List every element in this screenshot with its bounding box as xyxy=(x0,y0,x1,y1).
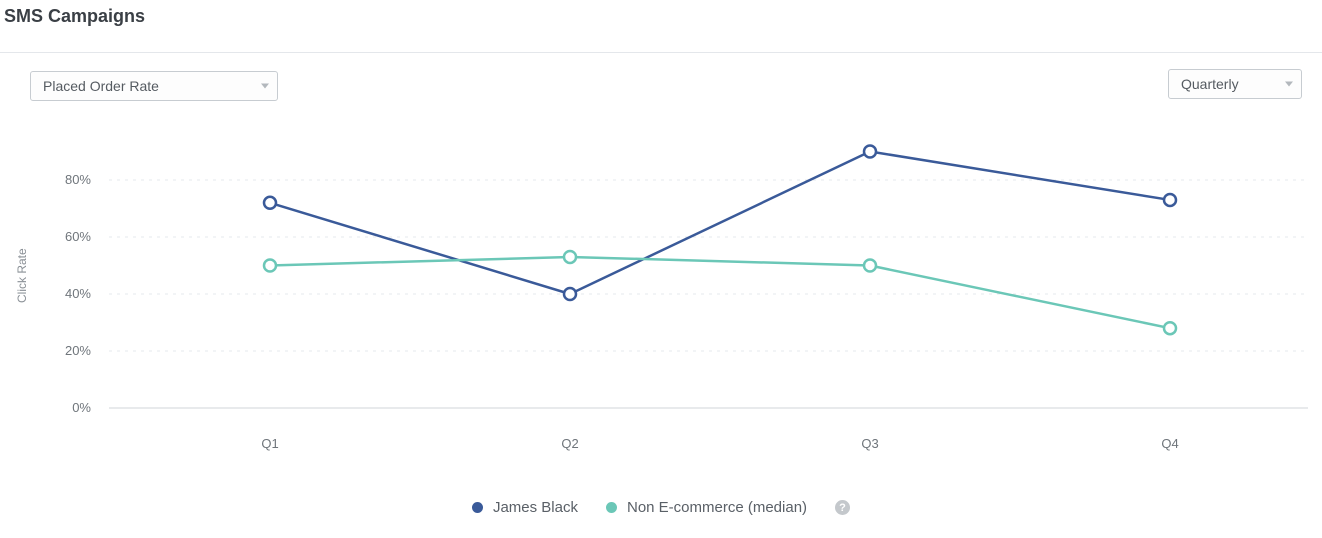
chevron-down-icon xyxy=(261,84,269,89)
chevron-down-icon xyxy=(1285,82,1293,87)
page-title: SMS Campaigns xyxy=(4,6,145,27)
svg-text:80%: 80% xyxy=(65,172,91,187)
svg-text:0%: 0% xyxy=(72,400,91,415)
svg-text:60%: 60% xyxy=(65,229,91,244)
svg-text:Q4: Q4 xyxy=(1161,436,1178,451)
legend-dot-icon xyxy=(472,502,483,513)
legend-label: James Black xyxy=(493,499,578,516)
svg-text:Q1: Q1 xyxy=(261,436,278,451)
legend-label: Non E-commerce (median) xyxy=(627,499,807,516)
period-dropdown[interactable]: Quarterly xyxy=(1168,69,1302,99)
svg-text:20%: 20% xyxy=(65,343,91,358)
period-dropdown-value: Quarterly xyxy=(1181,76,1239,92)
svg-text:Q3: Q3 xyxy=(861,436,878,451)
svg-text:40%: 40% xyxy=(65,286,91,301)
legend-item-series-1[interactable]: Non E-commerce (median) xyxy=(606,499,807,516)
metric-dropdown-value: Placed Order Rate xyxy=(43,78,159,94)
line-chart: 0% 20% 40% 60% 80% Q1 Q2 Q3 Q4 xyxy=(14,113,1308,473)
help-icon[interactable]: ? xyxy=(835,500,850,515)
chart-panel: Placed Order Rate Quarterly Click Rate 0… xyxy=(0,52,1322,538)
chart-area: 0% 20% 40% 60% 80% Q1 Q2 Q3 Q4 xyxy=(14,113,1308,473)
svg-text:Q2: Q2 xyxy=(561,436,578,451)
legend: James Black Non E-commerce (median) ? xyxy=(0,499,1322,516)
legend-dot-icon xyxy=(606,502,617,513)
legend-item-series-0[interactable]: James Black xyxy=(472,499,578,516)
metric-dropdown[interactable]: Placed Order Rate xyxy=(30,71,278,101)
